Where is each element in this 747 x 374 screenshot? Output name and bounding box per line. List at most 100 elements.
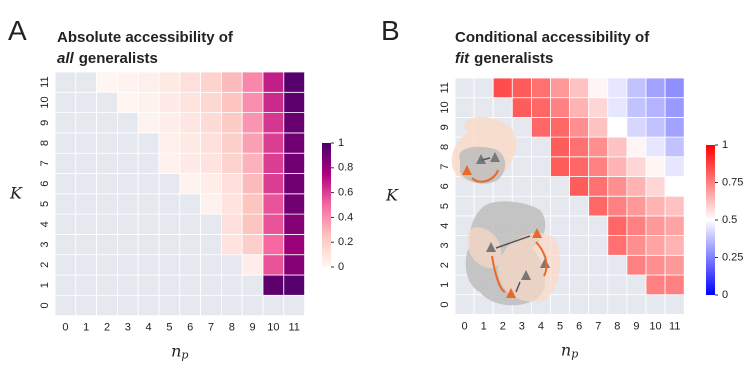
empty-cell bbox=[200, 233, 222, 256]
cell bbox=[283, 173, 305, 195]
x-tick-label: 2 bbox=[104, 322, 110, 334]
colorbar-tick-label: 1 bbox=[722, 139, 728, 151]
cell bbox=[220, 132, 243, 154]
empty-cell bbox=[75, 132, 98, 154]
cell bbox=[179, 71, 202, 93]
cell bbox=[283, 213, 305, 235]
x-tick-label: 11 bbox=[669, 320, 680, 332]
title-rest: generalists bbox=[474, 50, 553, 67]
cell bbox=[607, 176, 628, 197]
y-tick-label: 6 bbox=[439, 183, 451, 189]
empty-cell bbox=[241, 294, 264, 316]
x-label-base: n bbox=[171, 341, 181, 360]
cell bbox=[262, 193, 285, 215]
x-tick-label: 9 bbox=[633, 320, 639, 332]
empty-cell bbox=[158, 193, 181, 215]
cell bbox=[241, 193, 264, 215]
cell bbox=[531, 97, 551, 118]
empty-cell bbox=[54, 91, 77, 114]
cell bbox=[645, 274, 666, 296]
x-tick-label: 8 bbox=[614, 320, 620, 332]
empty-cell bbox=[179, 233, 202, 256]
cell bbox=[588, 77, 609, 99]
empty-cell bbox=[492, 97, 513, 118]
cell bbox=[262, 71, 285, 93]
cell bbox=[607, 215, 628, 236]
x-tick-label: 6 bbox=[187, 322, 193, 334]
empty-cell bbox=[96, 193, 118, 215]
x-tick-label: 4 bbox=[146, 322, 152, 334]
x-tick-label: 10 bbox=[267, 322, 279, 334]
empty-cell bbox=[200, 213, 222, 235]
y-tick-label: 1 bbox=[439, 282, 451, 288]
cell bbox=[550, 156, 571, 177]
cell bbox=[664, 195, 685, 217]
empty-cell bbox=[158, 294, 181, 316]
y-tick-label: 4 bbox=[439, 223, 451, 229]
empty-cell bbox=[220, 254, 243, 276]
y-axis-label: K bbox=[385, 186, 399, 205]
cell bbox=[626, 97, 647, 118]
empty-cell bbox=[75, 91, 98, 114]
cell bbox=[645, 176, 666, 197]
chart-title: Absolute accessibility of bbox=[57, 29, 234, 46]
empty-cell bbox=[220, 294, 243, 316]
empty-cell bbox=[117, 254, 139, 276]
cell bbox=[137, 71, 160, 93]
y-tick-label: 3 bbox=[39, 241, 51, 247]
empty-cell bbox=[96, 112, 118, 134]
cell bbox=[262, 152, 285, 174]
cell bbox=[200, 91, 222, 114]
x-label-sub: p bbox=[181, 349, 188, 362]
cell bbox=[200, 112, 222, 134]
empty-cell bbox=[511, 156, 532, 177]
empty-cell bbox=[531, 156, 551, 177]
cell bbox=[511, 97, 532, 118]
empty-cell bbox=[137, 233, 160, 256]
cell bbox=[283, 274, 305, 296]
cell bbox=[220, 152, 243, 174]
x-tick-label: 2 bbox=[500, 320, 506, 332]
empty-cell bbox=[96, 152, 118, 174]
empty-cell bbox=[454, 77, 475, 99]
cell bbox=[607, 117, 628, 138]
x-tick-label: 8 bbox=[229, 322, 235, 334]
empty-cell bbox=[117, 112, 139, 134]
cell bbox=[645, 215, 666, 236]
colorbar-tick-label: 0.25 bbox=[722, 251, 743, 263]
cell bbox=[645, 77, 666, 99]
empty-cell bbox=[54, 254, 77, 276]
panel-letter: A bbox=[8, 15, 27, 46]
cell bbox=[626, 215, 647, 236]
empty-cell bbox=[54, 294, 77, 316]
empty-cell bbox=[569, 235, 590, 256]
cell bbox=[607, 156, 628, 177]
cell bbox=[626, 195, 647, 217]
cell bbox=[607, 97, 628, 118]
title-rest: generalists bbox=[79, 50, 158, 67]
empty-cell bbox=[137, 132, 160, 154]
empty-cell bbox=[626, 294, 647, 315]
x-tick-label: 5 bbox=[166, 322, 172, 334]
cell bbox=[262, 254, 285, 276]
cell bbox=[588, 136, 609, 158]
empty-cell bbox=[54, 274, 77, 296]
cell bbox=[283, 112, 305, 134]
empty-cell bbox=[569, 274, 590, 296]
x-tick-label: 6 bbox=[576, 320, 582, 332]
empty-cell bbox=[179, 254, 202, 276]
cell bbox=[626, 176, 647, 197]
empty-cell bbox=[200, 294, 222, 316]
empty-cell bbox=[200, 254, 222, 276]
empty-cell bbox=[75, 274, 98, 296]
cell bbox=[179, 91, 202, 114]
cell bbox=[607, 77, 628, 99]
y-tick-label: 11 bbox=[39, 76, 51, 87]
cell bbox=[531, 77, 551, 99]
cell bbox=[137, 112, 160, 134]
y-tick-label: 4 bbox=[39, 221, 51, 227]
empty-cell bbox=[75, 71, 98, 93]
cell bbox=[492, 77, 513, 99]
cell bbox=[137, 91, 160, 114]
